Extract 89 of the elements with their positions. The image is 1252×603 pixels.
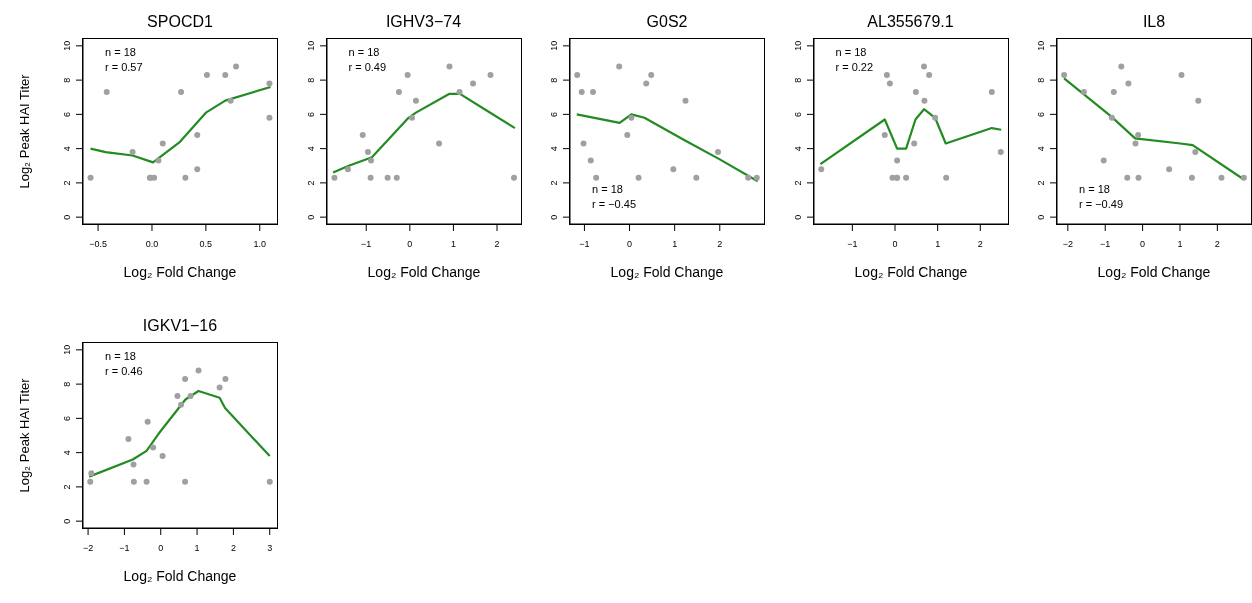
annotation: n = 18 (105, 45, 137, 60)
x-tick-label: 0 (892, 239, 898, 249)
annotation: r = 0.46 (105, 364, 143, 379)
y-tick-label: 0 (549, 214, 559, 220)
x-tick-label: 0.0 (145, 239, 159, 249)
x-tick-label: −1 (846, 239, 858, 249)
chart-title: IGHV3−74 (384, 13, 463, 31)
x-tick-label: 1 (450, 239, 456, 249)
x-tick-label: −1 (1100, 239, 1111, 249)
x-tick-label: −1 (119, 543, 130, 553)
x-tick-label: 3 (267, 543, 273, 553)
x-axis-title: Log₂ Fold Change (367, 264, 481, 280)
y-tick-label: 6 (792, 111, 803, 117)
y-tick-label: 8 (1036, 77, 1046, 83)
x-tick-label: 1 (934, 239, 940, 249)
y-tick-label: 2 (305, 180, 316, 186)
y-tick-label: 2 (1036, 180, 1046, 186)
x-axis-title: Log₂ Fold Change (1097, 264, 1211, 280)
y-tick-label: 8 (792, 77, 803, 83)
x-tick-label: 0.5 (199, 239, 213, 249)
x-tick-label: 0 (158, 543, 164, 553)
y-axis-title: Log₂ Peak HAI Titer (16, 377, 32, 493)
x-tick-label: 0 (627, 239, 633, 249)
y-tick-label: 0 (62, 214, 72, 220)
x-tick-label: 0 (1140, 239, 1146, 249)
chart-title: AL355679.1 (866, 13, 955, 31)
y-tick-label: 4 (1036, 146, 1046, 152)
y-axis-title: Log₂ Peak HAI Titer (16, 73, 32, 189)
x-tick-label: 0 (406, 239, 412, 249)
y-tick-label: 6 (305, 111, 316, 117)
annotation: n = 18 (105, 349, 137, 364)
y-tick-label: 0 (62, 518, 72, 524)
x-tick-label: −2 (82, 543, 94, 553)
annotation: n = 18 (835, 45, 868, 60)
annotation: r = 0.49 (348, 60, 387, 75)
y-tick-label: 10 (549, 40, 559, 51)
annotation: r = −0.45 (592, 197, 637, 212)
y-tick-label: 8 (305, 77, 316, 83)
chart-title: IL8 (1141, 13, 1167, 31)
x-tick-label: 1 (672, 239, 678, 249)
y-tick-label: 4 (549, 146, 559, 152)
x-axis-title: Log₂ Fold Change (854, 264, 968, 280)
annotation: n = 18 (1079, 182, 1111, 197)
y-tick-label: 10 (62, 40, 72, 51)
x-tick-label: 2 (230, 543, 236, 553)
y-tick-label: 10 (305, 40, 316, 51)
x-axis-title: Log₂ Fold Change (123, 568, 237, 584)
chart-title: G0S2 (645, 13, 689, 31)
x-tick-label: 2 (977, 239, 983, 249)
y-tick-label: 6 (62, 415, 72, 421)
annotation: r = 0.22 (835, 60, 874, 75)
y-tick-label: 6 (549, 111, 559, 117)
annotation: n = 18 (348, 45, 381, 60)
y-tick-label: 10 (62, 344, 72, 355)
annotation: n = 18 (592, 182, 624, 197)
y-tick-label: 8 (62, 381, 72, 387)
y-tick-label: 6 (62, 111, 72, 117)
y-tick-label: 0 (792, 214, 803, 220)
y-tick-label: 4 (62, 146, 72, 152)
y-tick-label: 2 (792, 180, 803, 186)
y-tick-label: 2 (549, 180, 559, 186)
x-tick-label: −1 (360, 239, 371, 249)
chart-title: IGKV1−16 (141, 317, 219, 335)
x-tick-label: 1.0 (253, 239, 267, 249)
x-tick-label: −0.5 (89, 239, 107, 249)
x-tick-label: −1 (579, 239, 590, 249)
x-tick-label: 2 (1214, 239, 1220, 249)
y-tick-label: 8 (62, 77, 72, 83)
annotation: r = 0.57 (105, 60, 143, 75)
y-tick-label: 10 (792, 40, 803, 51)
annotation: r = −0.49 (1079, 197, 1124, 212)
x-tick-label: −2 (1062, 239, 1073, 249)
y-tick-label: 0 (305, 214, 316, 220)
y-tick-label: 10 (1036, 40, 1046, 51)
y-tick-label: 8 (549, 77, 559, 83)
x-axis-title: Log₂ Fold Change (610, 264, 724, 280)
y-tick-label: 6 (1036, 111, 1046, 117)
y-tick-label: 4 (305, 146, 316, 152)
y-tick-label: 0 (1036, 214, 1046, 220)
x-tick-label: 1 (1177, 239, 1183, 249)
y-tick-label: 4 (62, 450, 72, 456)
y-tick-label: 4 (792, 146, 803, 152)
y-tick-label: 2 (62, 484, 72, 490)
x-tick-label: 2 (494, 239, 500, 249)
x-axis-title: Log₂ Fold Change (123, 264, 237, 280)
x-tick-label: 2 (717, 239, 723, 249)
x-tick-label: 1 (194, 543, 200, 553)
y-tick-label: 2 (62, 180, 72, 186)
chart-title: SPOCD1 (146, 13, 214, 31)
